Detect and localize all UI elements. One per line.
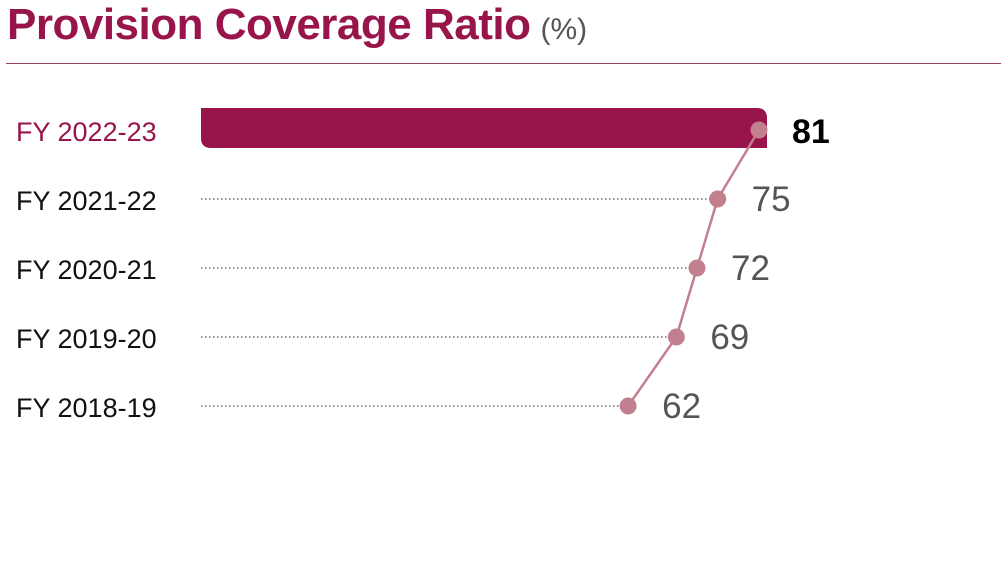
chart-unit: (%) [540,13,588,46]
data-label: 75 [752,180,791,219]
data-label: 81 [792,113,830,151]
data-point [619,397,637,415]
category-label: FY 2021-22 [16,186,157,216]
data-point [688,259,706,277]
category-label: FY 2019-20 [16,324,157,354]
category-label: FY 2020-21 [16,255,157,285]
data-point [667,328,685,346]
title-divider [6,63,1001,64]
category-label: FY 2022-23 [16,117,157,147]
data-label: 69 [710,318,749,357]
data-point [750,121,768,139]
data-label: 62 [662,387,701,426]
data-label: 72 [731,249,770,288]
category-label: FY 2018-19 [16,393,157,423]
chart-title: Provision Coverage Ratio [7,0,531,49]
data-point [709,190,727,208]
highlight-bar [201,108,767,148]
chart-title-block: Provision Coverage Ratio (%) [7,0,587,56]
